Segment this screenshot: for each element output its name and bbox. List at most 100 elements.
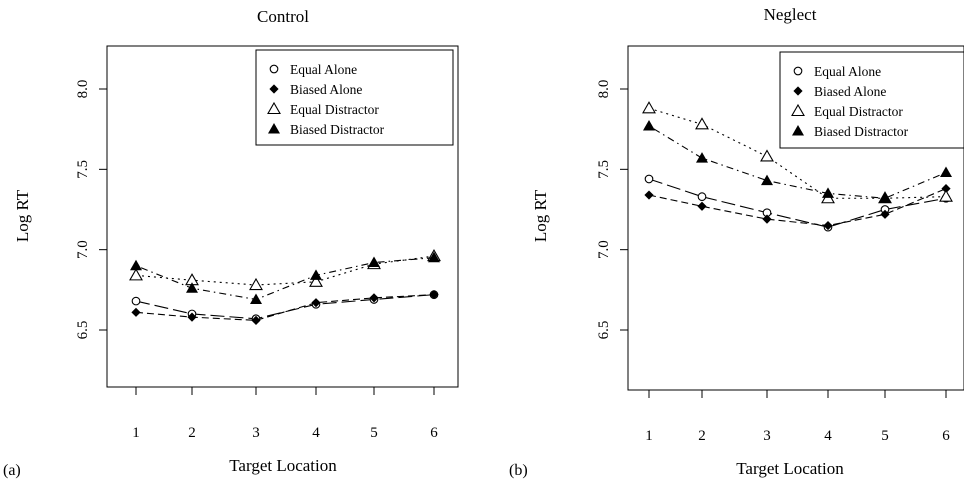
chart-panel-2: Neglect 1 2 3 4 5 6 6.5 7.0 7.5 8.0 Target Location… [509, 5, 964, 479]
data-point [251, 315, 261, 325]
data-point [643, 119, 655, 131]
data-point [941, 184, 951, 194]
data-point [761, 174, 773, 186]
legend-box [779, 51, 964, 149]
data-point [249, 277, 263, 291]
legend-marker [269, 84, 279, 94]
series-equal-alone [644, 174, 951, 232]
legend-entry: Biased Alone [290, 82, 362, 97]
data-point [823, 220, 833, 231]
data-point [644, 174, 654, 184]
x-tick-label: 5 [881, 428, 889, 444]
data-point [644, 190, 654, 200]
chart-title: Neglect [764, 5, 817, 24]
data-point [250, 293, 262, 304]
data-point [428, 251, 440, 263]
data-point [697, 192, 707, 201]
data-point [429, 290, 439, 300]
legend-entry: Equal Alone [814, 64, 881, 79]
legend-entry: Biased Alone [814, 84, 886, 99]
chart-title: Control [257, 7, 309, 26]
x-tick-label: 1 [132, 425, 140, 441]
data-point [369, 293, 379, 303]
data-point [368, 256, 380, 268]
series-line [135, 294, 435, 321]
series-line [135, 294, 435, 320]
data-point [186, 282, 198, 293]
legend-entry: Equal Distractor [814, 104, 903, 119]
x-tick-label: 2 [188, 425, 196, 441]
series-line [135, 255, 435, 286]
y-tick-label: 6.5 [596, 321, 612, 340]
legend-marker [267, 101, 281, 115]
data-point [309, 274, 323, 287]
plot-frame [627, 45, 964, 391]
series-line [648, 188, 947, 227]
series-equal-alone [131, 290, 439, 324]
y-axis-label: Log RT [13, 189, 32, 242]
plot-frame [106, 45, 459, 388]
data-point [940, 166, 952, 178]
y-tick-label: 8.0 [75, 80, 91, 99]
x-axis-label: Target Location [736, 459, 844, 478]
y-tick-label: 7.5 [596, 160, 612, 179]
legend-marker [793, 86, 803, 96]
x-tick-label: 3 [252, 425, 260, 441]
x-tick-label: 1 [645, 428, 653, 444]
series-biased-distractor [643, 119, 952, 203]
x-tick-label: 6 [942, 428, 950, 444]
data-point [879, 192, 891, 203]
data-point [131, 296, 141, 306]
series-biased-distractor [130, 251, 440, 304]
data-point [642, 101, 656, 114]
legend-marker [792, 125, 804, 136]
x-tick-label: 3 [763, 428, 771, 444]
data-point [762, 214, 772, 224]
data-point [696, 152, 708, 163]
x-tick-label: 5 [370, 425, 378, 441]
y-tick-label: 8.0 [596, 80, 612, 99]
legend-entry: Equal Distractor [290, 102, 379, 117]
data-point [310, 269, 322, 280]
x-tick-label: 4 [312, 425, 320, 441]
legend-box [255, 49, 454, 146]
data-point [131, 307, 141, 317]
data-point [697, 201, 707, 211]
panel-label: (b) [509, 462, 528, 479]
y-tick-label: 7.5 [75, 160, 91, 179]
legend-marker [268, 123, 280, 134]
data-point [760, 149, 774, 162]
legend: Equal Alone Biased Alone Equal Distractor B… [779, 51, 964, 149]
legend-marker [793, 66, 803, 76]
y-axis-label: Log RT [531, 189, 550, 242]
legend: Equal Alone Biased Alone Equal Distractor B… [255, 49, 454, 146]
y-tick-label: 7.0 [75, 240, 91, 259]
y-tick-label: 7.0 [596, 240, 612, 259]
x-tick-label: 6 [430, 425, 438, 441]
data-point [695, 117, 709, 130]
data-point [311, 298, 321, 308]
series-line [648, 178, 947, 228]
data-point [939, 189, 953, 202]
series-equal-distractor [129, 248, 441, 291]
series-biased-alone [131, 290, 439, 325]
chart-panel-1: Control 1 2 3 4 5 6 6.5 7.0 7.5 8.0 Target Location… [3, 7, 459, 479]
legend-entry: Biased Distractor [290, 122, 385, 137]
legend-marker [269, 64, 279, 74]
legend-marker [791, 103, 805, 117]
panel-label: (a) [3, 462, 21, 479]
data-point [880, 209, 890, 219]
data-point [130, 259, 142, 271]
legend-entry: Equal Alone [290, 62, 357, 77]
series-line [135, 257, 435, 301]
data-point [129, 268, 143, 281]
series-biased-alone [644, 184, 951, 231]
legend-entry: Biased Distractor [814, 124, 909, 139]
y-tick-label: 6.5 [75, 321, 91, 340]
x-tick-label: 4 [824, 428, 832, 444]
x-tick-label: 2 [698, 428, 706, 444]
data-point [187, 312, 197, 322]
x-axis-label: Target Location [229, 456, 337, 475]
data-point [822, 187, 834, 198]
